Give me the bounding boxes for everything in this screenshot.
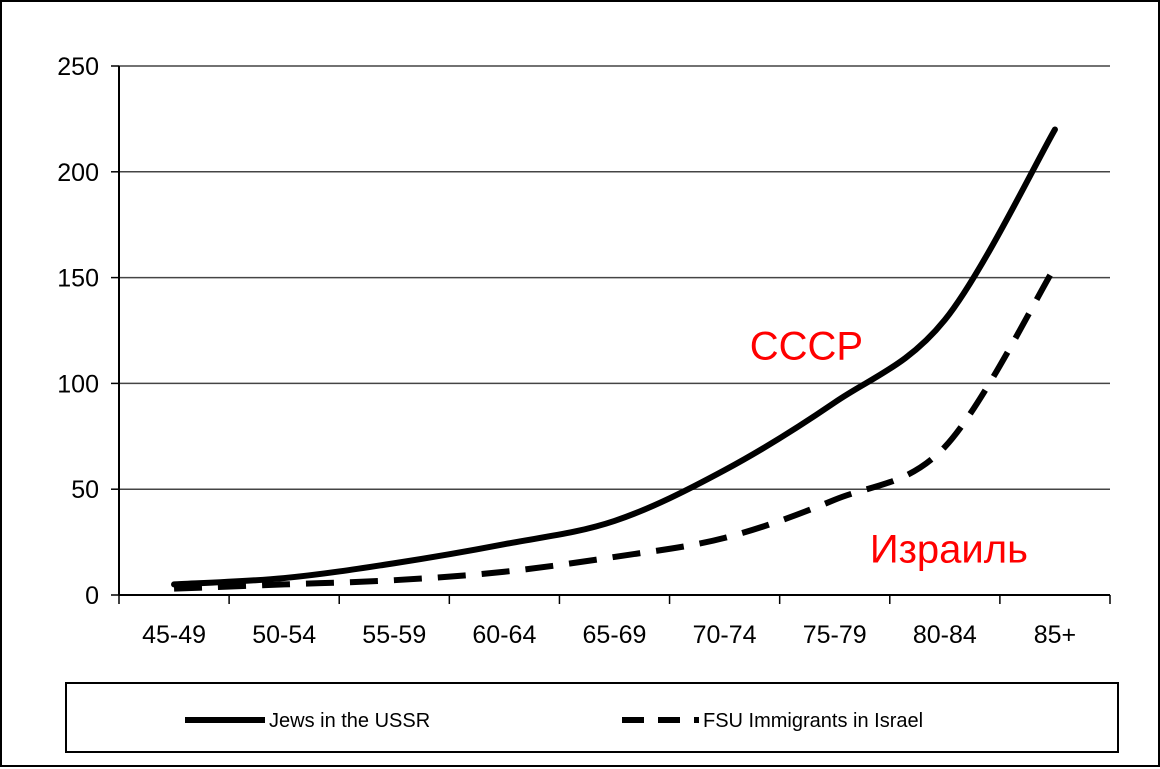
grid-lines — [119, 65, 1110, 490]
y-tick-label: 0 — [85, 582, 99, 610]
x-tick-label: 55-59 — [362, 621, 426, 649]
x-tick-label: 75-79 — [803, 621, 867, 649]
x-tick-label: 85+ — [1034, 621, 1076, 649]
series-line-fsu-israel — [173, 265, 1058, 592]
series-line-jews-ussr — [171, 126, 1058, 588]
x-tick-label: 80-84 — [913, 621, 977, 649]
axes: 0 50 100 150 200 250 45-49 50-54 55-59 60-64 65-69… — [57, 53, 1111, 649]
x-tick-label: 70-74 — [693, 621, 757, 649]
x-tick-label: 45-49 — [142, 621, 206, 649]
x-tick-label: 50-54 — [252, 621, 316, 649]
series-lines — [171, 126, 1058, 592]
y-tick-label: 150 — [57, 265, 99, 293]
legend: Jews in the USSR FSU Immigrants in Israel — [65, 682, 1119, 753]
annotation-israel: Израиль — [870, 527, 1028, 571]
y-tick-label: 50 — [71, 476, 99, 504]
x-tick-label: 60-64 — [472, 621, 536, 649]
legend-label-fsu-israel: FSU Immigrants in Israel — [703, 710, 923, 732]
y-tick-label: 200 — [57, 159, 99, 187]
y-tick-label: 250 — [57, 53, 99, 81]
annotation-ussr: СССР — [750, 324, 863, 368]
y-tick-label: 100 — [57, 370, 99, 398]
x-tick-label: 65-69 — [583, 621, 647, 649]
annotations: СССР Израиль — [750, 324, 1028, 571]
legend-label-jews-ussr: Jews in the USSR — [269, 710, 430, 732]
